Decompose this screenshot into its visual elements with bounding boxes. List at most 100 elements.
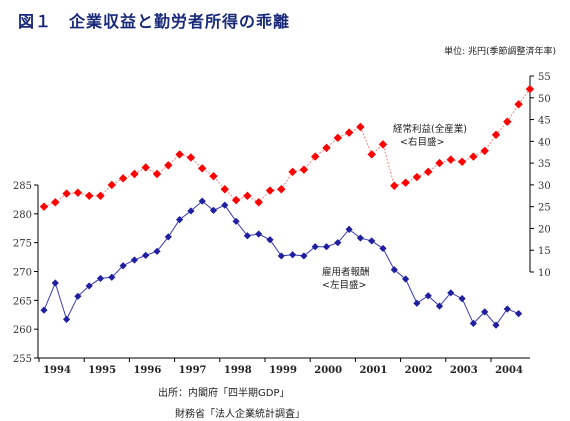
wages-point <box>492 321 500 329</box>
left-tick-label: 265 <box>13 296 32 307</box>
profit-point <box>469 152 478 161</box>
profit-point <box>118 174 128 183</box>
x-tick-label: 1997 <box>179 365 207 376</box>
wages-point <box>40 306 48 314</box>
profit-point <box>333 133 342 143</box>
right-tick-label: 20 <box>538 224 551 235</box>
profit-point <box>311 152 320 161</box>
profit-point <box>96 191 105 200</box>
wages-point <box>255 230 263 238</box>
wages-point <box>108 273 116 281</box>
wages-series-label-2: <左目盛> <box>322 279 366 291</box>
profit-point <box>457 157 467 167</box>
profit-point <box>390 181 399 190</box>
profit-point <box>62 189 71 198</box>
profit-point <box>186 153 196 162</box>
left-tick-label: 270 <box>13 268 32 279</box>
profit-point <box>152 169 162 179</box>
profit-point <box>491 130 501 139</box>
wages-point <box>187 207 195 215</box>
right-tick-label: 40 <box>538 137 551 148</box>
wages-point <box>130 256 138 264</box>
profit-point <box>220 185 229 194</box>
profit-point <box>141 163 150 172</box>
x-tick-label: 2001 <box>359 365 387 376</box>
profit-point <box>85 191 94 200</box>
x-tick-label: 1996 <box>133 365 161 376</box>
x-tick-label: 1998 <box>224 365 252 376</box>
left-tick-label: 275 <box>13 239 32 250</box>
profit-point <box>480 146 489 156</box>
wages-series-line <box>43 200 519 326</box>
wages-point <box>51 279 59 287</box>
wages-point <box>379 244 387 253</box>
wages-point <box>413 299 421 307</box>
wages-point <box>142 251 150 259</box>
wages-point <box>368 237 376 245</box>
profit-point <box>39 202 49 211</box>
profit-point <box>344 128 354 137</box>
wages-point <box>243 232 251 240</box>
profit-point <box>107 180 116 190</box>
wages-point <box>74 292 82 300</box>
profit-point <box>424 167 433 177</box>
right-tick-label: 15 <box>538 246 551 257</box>
wages-point <box>277 252 285 260</box>
wages-point <box>266 236 274 244</box>
profit-point <box>401 178 410 187</box>
wages-point <box>119 262 127 270</box>
profit-point <box>243 191 252 200</box>
chart-title: 図１ 企業収益と勤労者所得の乖離 <box>18 12 291 31</box>
wages-point <box>311 243 319 251</box>
right-tick-label: 50 <box>538 94 551 105</box>
x-tick-label: 1994 <box>43 365 71 376</box>
profit-series-label-1: 経常利益(全産業) <box>393 123 467 135</box>
profit-point <box>435 158 444 168</box>
source-line-1: 出所：内閣府「四半期GDP」 <box>158 388 290 399</box>
right-tick-label: 25 <box>538 203 551 214</box>
left-tick-label: 260 <box>13 325 32 336</box>
wages-point <box>322 243 331 251</box>
wages-point <box>232 217 240 225</box>
profit-series-label-2: <右目盛> <box>400 136 444 148</box>
profit-point <box>254 198 263 207</box>
x-tick-label: 1995 <box>88 365 116 376</box>
wages-point <box>402 275 410 283</box>
wages-point <box>458 295 466 303</box>
profit-point <box>503 117 512 126</box>
profit-point <box>356 122 365 132</box>
right-tick-label: 35 <box>538 159 551 170</box>
x-tick-label: 1999 <box>269 365 297 376</box>
profit-point <box>446 155 455 164</box>
wages-point <box>300 252 308 260</box>
profit-point <box>209 171 218 181</box>
wages-point <box>209 206 218 214</box>
profit-point <box>322 143 331 153</box>
x-tick-label: 2002 <box>405 365 433 376</box>
wages-point <box>390 266 398 274</box>
left-tick-label: 255 <box>13 354 32 365</box>
left-tick-label: 280 <box>13 210 32 221</box>
wages-point <box>481 308 489 316</box>
right-tick-label: 45 <box>538 116 551 127</box>
wages-point <box>469 319 477 327</box>
wages-point <box>63 315 71 323</box>
profit-point <box>299 165 309 174</box>
left-tick-label: 285 <box>13 181 32 192</box>
wages-point <box>345 225 353 234</box>
wages-point <box>447 289 455 297</box>
wages-point <box>334 239 342 247</box>
profit-point <box>130 169 139 179</box>
profit-point <box>231 195 241 205</box>
profit-point <box>198 164 207 173</box>
right-tick-label: 10 <box>538 268 551 279</box>
profit-point <box>367 150 376 159</box>
wages-point <box>153 247 161 255</box>
wages-series-label-1: 雇用者報酬 <box>322 266 370 278</box>
profit-point <box>51 198 60 207</box>
source-line-2: 財務省「法人企業統計調査」 <box>175 409 305 420</box>
profit-point <box>378 140 388 149</box>
profit-point <box>265 186 275 195</box>
wages-point <box>96 274 105 283</box>
right-tick-label: 30 <box>538 181 551 192</box>
